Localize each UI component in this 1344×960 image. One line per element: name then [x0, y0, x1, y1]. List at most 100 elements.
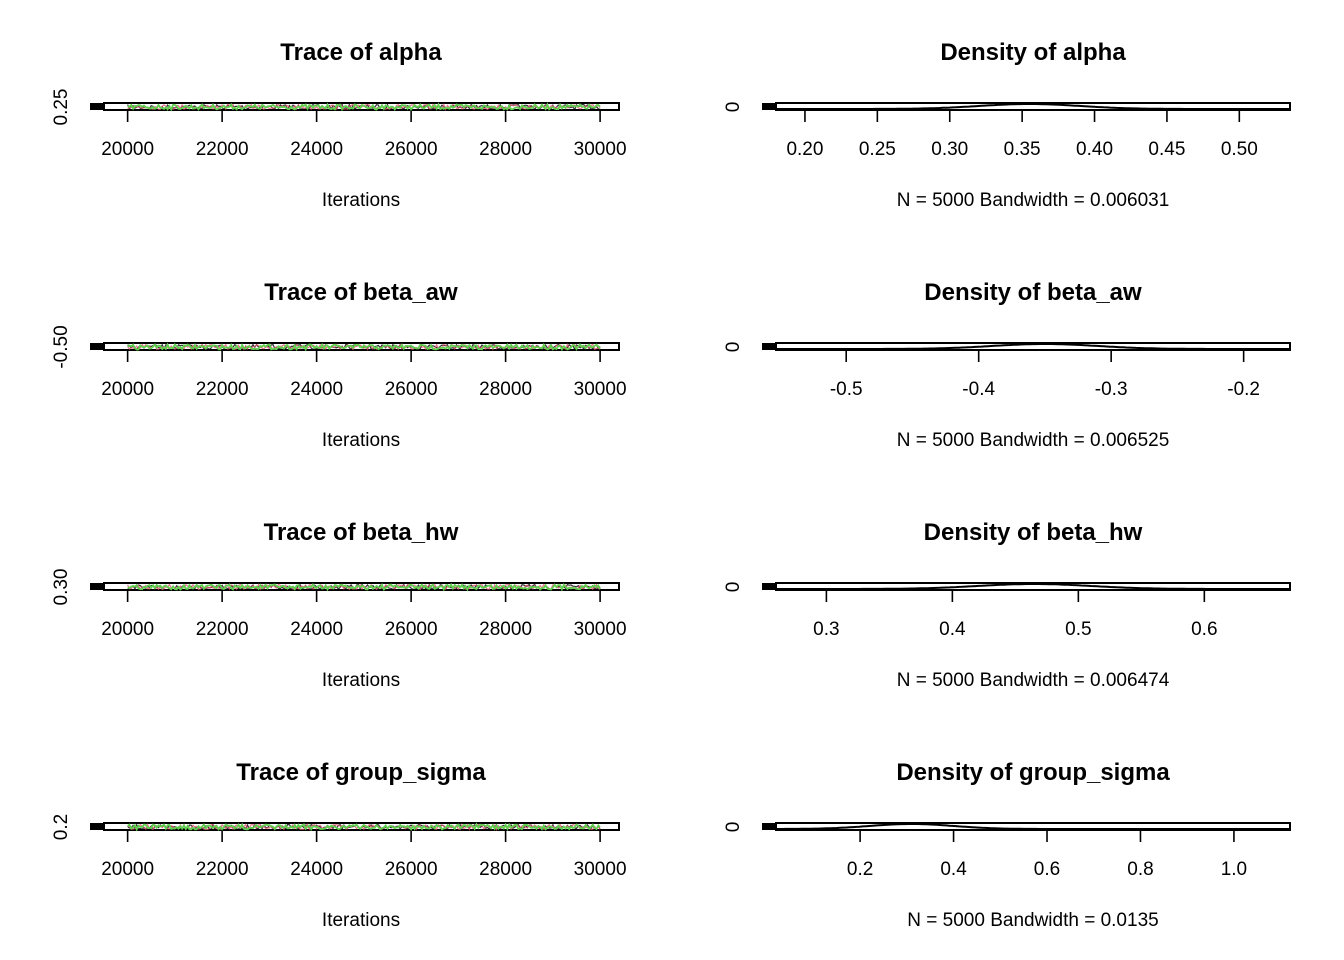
panel-trace-2: Trace of beta_hw 0.30 20000 22000 24000 26000…: [51, 519, 627, 691]
x-tick-label: 0.4: [940, 859, 967, 880]
density-curve: [776, 583, 1290, 590]
x-tick-label: 30000: [574, 859, 627, 880]
panel-trace-3: Trace of group_sigma 0.2 20000 22000 24000 26…: [51, 759, 627, 931]
panel-trace-1: Trace of beta_aw -0.50 20000 22000 24000 2600…: [51, 279, 627, 451]
x-tick-label: 22000: [196, 619, 249, 640]
plot-box: [103, 102, 620, 111]
x-tick-label: 22000: [196, 139, 249, 160]
x-tick-label: 24000: [290, 619, 343, 640]
plot-box: [103, 342, 620, 351]
panel-title: Trace of group_sigma: [236, 759, 486, 786]
panel-title: Density of beta_aw: [924, 279, 1142, 306]
panel-density-0: Density of alpha 0 0.20 0.25 0.30 0.35 0.40 0.4…: [723, 39, 1291, 211]
x-tick-label: 0.45: [1148, 139, 1185, 160]
density-curve: [776, 823, 1290, 830]
plot-box: [103, 582, 620, 591]
x-axis-label: N = 5000 Bandwidth = 0.0135: [907, 910, 1158, 931]
panel-density-3: Density of group_sigma 0 0.2 0.4 0.6 0.8 1.0 N …: [723, 759, 1291, 931]
x-tick-label: 0.4: [939, 619, 966, 640]
x-tick-label: -0.3: [1095, 379, 1128, 400]
x-tick-label: 0.35: [1004, 139, 1041, 160]
y-tick-label: 0.30: [51, 569, 72, 606]
x-tick-label: 30000: [574, 379, 627, 400]
x-tick-label: 1.0: [1221, 859, 1247, 880]
x-tick-label: 28000: [479, 859, 532, 880]
x-tick-label: 0.2: [847, 859, 873, 880]
x-tick-label: 0.6: [1034, 859, 1060, 880]
x-tick-label: -0.5: [830, 379, 863, 400]
plot-box: [775, 822, 1291, 831]
y-axis-marker: [90, 583, 104, 590]
x-tick-label: 26000: [385, 859, 438, 880]
y-axis-marker: [90, 103, 104, 110]
x-axis-label: Iterations: [322, 430, 400, 451]
x-tick-label: 22000: [196, 379, 249, 400]
x-tick-label: 0.25: [859, 139, 896, 160]
y-axis-marker: [762, 103, 776, 110]
density-curve: [776, 103, 1290, 110]
x-tick-label: 26000: [385, 619, 438, 640]
x-tick-label: -0.2: [1227, 379, 1260, 400]
chain-2-line: [127, 823, 601, 831]
x-tick-label: 24000: [290, 379, 343, 400]
x-axis-label: N = 5000 Bandwidth = 0.006525: [897, 430, 1170, 451]
x-tick-label: 24000: [290, 139, 343, 160]
plot-box: [103, 822, 620, 831]
chain-3-line: [127, 102, 601, 112]
y-tick-label: 0: [723, 102, 744, 113]
x-tick-label: 0.30: [931, 139, 968, 160]
y-axis-marker: [762, 823, 776, 830]
panel-title: Trace of beta_hw: [264, 519, 459, 546]
x-tick-label: 28000: [479, 379, 532, 400]
y-tick-label: 0: [723, 342, 744, 353]
x-tick-label: 0.6: [1191, 619, 1217, 640]
x-axis-label: N = 5000 Bandwidth = 0.006474: [897, 670, 1170, 691]
x-axis-label: Iterations: [322, 670, 400, 691]
y-tick-label: 0: [723, 822, 744, 833]
y-axis-marker: [90, 823, 104, 830]
x-tick-label: 26000: [385, 139, 438, 160]
x-axis-label: N = 5000 Bandwidth = 0.006031: [897, 190, 1170, 211]
chain-3-line: [127, 342, 601, 352]
x-tick-label: 28000: [479, 619, 532, 640]
y-axis-marker: [90, 343, 104, 350]
panel-title: Trace of alpha: [280, 39, 442, 66]
y-axis-marker: [762, 583, 776, 590]
y-tick-label: 0.25: [51, 89, 72, 126]
panel-title: Density of beta_hw: [924, 519, 1143, 546]
x-tick-label: 0.50: [1221, 139, 1258, 160]
x-tick-label: 0.5: [1065, 619, 1091, 640]
panel-density-2: Density of beta_hw 0 0.3 0.4 0.5 0.6 N = 5000 …: [723, 519, 1291, 691]
x-tick-label: 30000: [574, 619, 627, 640]
panel-title: Density of group_sigma: [896, 759, 1170, 786]
x-tick-label: -0.4: [962, 379, 995, 400]
x-tick-label: 22000: [196, 859, 249, 880]
x-tick-label: 0.8: [1127, 859, 1153, 880]
x-tick-label: 28000: [479, 139, 532, 160]
x-tick-label: 0.20: [786, 139, 823, 160]
x-tick-label: 24000: [290, 859, 343, 880]
y-tick-label: 0: [723, 582, 744, 593]
x-tick-label: 0.40: [1076, 139, 1113, 160]
y-tick-label: -0.50: [51, 325, 72, 368]
y-tick-label: 0.2: [51, 814, 72, 840]
y-axis-marker: [762, 343, 776, 350]
panel-title: Density of alpha: [940, 39, 1126, 66]
x-tick-label: 26000: [385, 379, 438, 400]
chain-3-line: [127, 582, 601, 592]
x-axis-label: Iterations: [322, 910, 400, 931]
x-tick-label: 20000: [101, 139, 154, 160]
density-curve: [776, 343, 1290, 350]
chain-3-line: [127, 822, 601, 832]
x-tick-label: 20000: [101, 859, 154, 880]
x-axis-label: Iterations: [322, 190, 400, 211]
x-tick-label: 30000: [574, 139, 627, 160]
plot-box: [775, 342, 1291, 351]
x-tick-label: 0.3: [813, 619, 839, 640]
panel-title: Trace of beta_aw: [264, 279, 458, 306]
x-tick-label: 20000: [101, 379, 154, 400]
x-tick-label: 20000: [101, 619, 154, 640]
panel-trace-0: Trace of alpha 0.25 20000 22000 24000 26000 28…: [51, 39, 627, 211]
panel-density-1: Density of beta_aw 0 -0.5 -0.4 -0.3 -0.2 N = 5…: [723, 279, 1291, 451]
